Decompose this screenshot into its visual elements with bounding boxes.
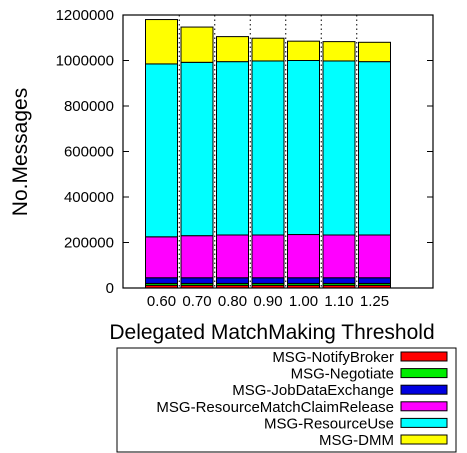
y-tick-label: 600000 — [64, 144, 114, 161]
legend-swatch — [400, 351, 448, 362]
y-tick-label: 1200000 — [56, 7, 114, 24]
legend-swatch — [400, 401, 448, 412]
x-tick-label: 1.25 — [360, 293, 389, 310]
x-tick-label: 0.60 — [147, 293, 176, 310]
y-axis-title: No.Messages — [9, 88, 32, 216]
y-tick-label: 1000000 — [56, 53, 114, 70]
bar-segment — [251, 277, 285, 284]
bar-segment — [287, 40, 320, 61]
legend-swatch — [400, 434, 448, 445]
bar-segment — [180, 61, 214, 237]
bar-segment — [216, 61, 249, 236]
legend-label: MSG-JobDataExchange — [232, 382, 394, 399]
legend: MSG-NotifyBrokerMSG-NegotiateMSG-JobData… — [156, 349, 448, 449]
bars-layer — [145, 19, 391, 289]
legend-swatch — [400, 417, 448, 428]
x-axis-title: Delegated MatchMaking Threshold — [109, 321, 434, 344]
bar-segment — [322, 234, 356, 279]
bar-segment — [358, 277, 391, 284]
x-tick-label: 1.00 — [289, 293, 318, 310]
bar-segment — [287, 234, 320, 279]
bar-segment — [287, 277, 320, 284]
legend-label: MSG-ResourceMatchClaimRelease — [156, 399, 394, 416]
bar-segment — [358, 41, 391, 63]
legend-label: MSG-Negotiate — [291, 366, 394, 383]
bar-segment — [216, 277, 249, 284]
bar-segment — [287, 60, 320, 236]
x-tick-label: 0.90 — [253, 293, 282, 310]
bar-segment — [322, 41, 356, 62]
bar-segment — [180, 277, 214, 284]
bar-segment — [322, 60, 356, 236]
bar-segment — [180, 26, 214, 63]
legend-label: MSG-NotifyBroker — [272, 349, 394, 366]
frame-layer — [122, 14, 434, 289]
bar-segment — [145, 63, 178, 238]
x-tick-label: 0.80 — [218, 293, 247, 310]
bar-segment — [180, 235, 214, 279]
bar-segment — [251, 234, 285, 279]
bar-segment — [216, 234, 249, 279]
bar-segment — [145, 277, 178, 284]
x-tick-label: 1.10 — [324, 293, 353, 310]
y-tick-label: 200000 — [64, 235, 114, 252]
x-tick-label: 0.70 — [182, 293, 211, 310]
legend-label: MSG-ResourceUse — [264, 415, 394, 432]
bar-segment — [251, 60, 285, 236]
bar-segment — [358, 61, 391, 236]
bar-segment — [322, 277, 356, 284]
y-tick-label: 800000 — [64, 98, 114, 115]
legend-box — [116, 347, 457, 453]
bar-segment — [251, 37, 285, 62]
bar-segment — [358, 234, 391, 279]
y-tick-label: 400000 — [64, 189, 114, 206]
y-tick-labels: 0 200000 400000 600000 800000 1000000 1200000 — [56, 7, 114, 297]
bar-segment — [216, 36, 249, 63]
x-tick-labels: 0.60 0.70 0.80 0.90 1.00 1.10 1.25 — [147, 293, 389, 310]
legend-swatch — [400, 384, 448, 395]
bar-segment — [145, 19, 178, 65]
y-tick-label: 0 — [106, 280, 114, 297]
bar-segment — [145, 236, 178, 279]
legend-label: MSG-DMM — [319, 432, 394, 449]
legend-swatch — [400, 368, 448, 379]
